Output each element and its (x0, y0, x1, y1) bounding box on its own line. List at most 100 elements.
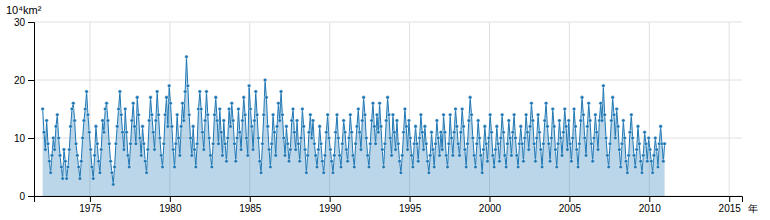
point (282, 136, 286, 140)
point (273, 130, 277, 134)
point (83, 107, 87, 111)
point (383, 142, 387, 146)
point (183, 90, 187, 94)
point (604, 136, 608, 140)
point (73, 119, 77, 123)
x-tick: 1980 (159, 196, 182, 214)
point (398, 159, 402, 163)
x-axis-line (35, 197, 743, 203)
point (663, 142, 667, 146)
point (359, 148, 363, 152)
point (286, 142, 290, 146)
point (174, 142, 178, 146)
point (443, 130, 447, 134)
point (464, 165, 468, 169)
point (166, 125, 170, 129)
point (390, 154, 394, 158)
point (350, 130, 354, 134)
point (646, 159, 650, 163)
point (210, 165, 214, 169)
point (54, 125, 58, 129)
point (187, 113, 191, 117)
point (619, 165, 623, 169)
point (105, 101, 109, 105)
point (448, 113, 452, 117)
y-tick: 20 (14, 75, 34, 86)
point (526, 130, 530, 134)
point (431, 148, 435, 152)
point (69, 125, 73, 129)
point (610, 119, 614, 123)
point (63, 159, 67, 163)
point (146, 148, 150, 152)
point (291, 107, 295, 111)
point (191, 125, 195, 129)
x-tick-label: 1995 (399, 203, 422, 214)
point (301, 107, 305, 111)
x-tick-mark (489, 196, 490, 202)
point (438, 154, 442, 158)
point (151, 130, 155, 134)
point (109, 159, 113, 163)
point (511, 130, 515, 134)
point (644, 142, 648, 146)
point (190, 154, 194, 158)
point (455, 125, 459, 129)
point (313, 142, 317, 146)
point (403, 107, 407, 111)
point (227, 107, 231, 111)
x-tick: 1995 (399, 196, 422, 214)
point (111, 183, 115, 187)
point (57, 136, 61, 140)
point (74, 142, 78, 146)
point (237, 107, 241, 111)
point (266, 125, 270, 129)
point (169, 101, 173, 105)
point (512, 113, 516, 117)
point (490, 130, 494, 134)
point (503, 154, 507, 158)
point (229, 125, 233, 129)
point (42, 130, 46, 134)
point (123, 107, 127, 111)
point (482, 148, 486, 152)
point (653, 136, 657, 140)
point (396, 142, 400, 146)
point (329, 148, 333, 152)
point (492, 165, 496, 169)
point (163, 113, 167, 117)
point (154, 119, 158, 123)
plot: 1975198019851990199520002005201020150102… (14, 17, 743, 214)
point (97, 159, 101, 163)
y-tick-label: 30 (14, 17, 26, 28)
point (257, 136, 261, 140)
point (45, 119, 49, 123)
point (375, 113, 379, 117)
point (414, 125, 418, 129)
point (71, 101, 75, 105)
point (388, 136, 392, 140)
point (155, 90, 159, 94)
point (548, 159, 552, 163)
x-tick-label: 1990 (319, 203, 342, 214)
point (442, 113, 446, 117)
point (218, 107, 222, 111)
point (447, 142, 451, 146)
point (495, 125, 499, 129)
point (544, 101, 548, 105)
point (560, 154, 564, 158)
point (181, 101, 185, 105)
point (579, 119, 583, 123)
point (451, 154, 455, 158)
point (75, 154, 79, 158)
point (623, 136, 627, 140)
point (223, 142, 227, 146)
area (43, 57, 665, 196)
point (271, 113, 275, 117)
x-tick-mark (170, 196, 171, 202)
point (353, 165, 357, 169)
point (127, 165, 131, 169)
point (337, 136, 341, 140)
point (323, 154, 327, 158)
point (130, 119, 134, 123)
